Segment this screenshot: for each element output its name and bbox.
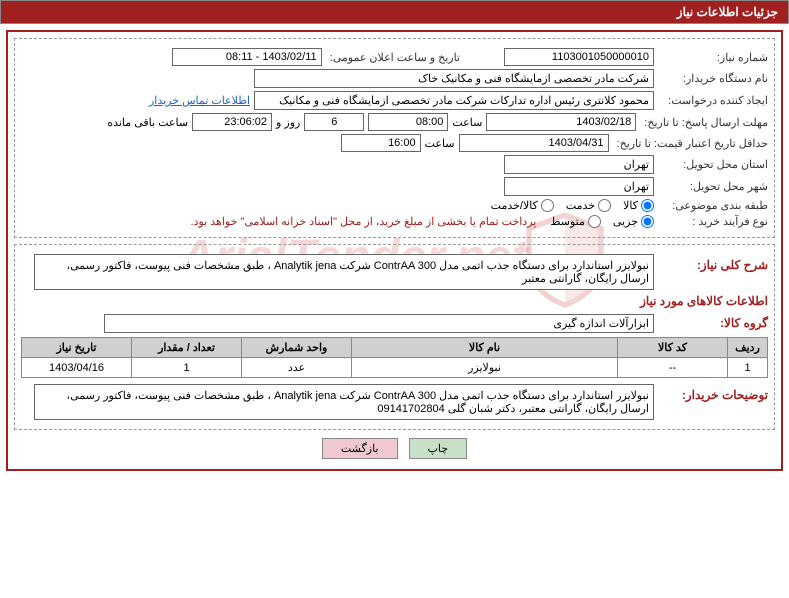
field-province: تهران [504,155,654,174]
category-radio-group: کالا خدمت کالا/خدمت [491,199,654,212]
label-requester: ایجاد کننده درخواست: [658,94,768,107]
label-general-desc: شرح کلی نیاز: [658,258,768,272]
radio-goods[interactable]: کالا [623,199,654,212]
cell-qty: 1 [132,358,242,378]
label-announce-dt: تاریخ و ساعت اعلان عمومی: [326,51,460,64]
process-radio-group: جزیی متوسط [550,215,654,228]
label-category: طبقه بندی موضوعی: [658,199,768,212]
label-buyer-notes: توضیحات خریدار: [658,388,768,402]
radio-minor[interactable]: جزیی [613,215,654,228]
field-buyer-notes: نبولایزر استاندارد برای دستگاه جذب اتمی … [34,384,654,420]
th-date: تاریخ نیاز [22,338,132,358]
button-row: چاپ بازگشت [14,438,775,459]
description-section: شرح کلی نیاز: نبولایزر استاندارد برای دس… [14,244,775,430]
contact-buyer-link[interactable]: اطلاعات تماس خریدار [149,94,250,107]
label-time-2: ساعت [425,137,455,150]
field-need-no: 1103001050000010 [504,48,654,66]
radio-both[interactable]: کالا/خدمت [491,199,554,212]
cell-unit: عدد [242,358,352,378]
back-button[interactable]: بازگشت [322,438,398,459]
page-header: جزئیات اطلاعات نیاز [0,0,789,24]
field-general-desc: نبولایزر استاندارد برای دستگاه جذب اتمی … [34,254,654,290]
radio-service[interactable]: خدمت [566,199,611,212]
field-validity-date: 1403/04/31 [459,134,609,152]
field-remain-days: 6 [304,113,364,131]
label-remaining: ساعت باقی مانده [107,116,188,129]
label-validity: حداقل تاریخ اعتبار قیمت: تا تاریخ: [613,137,768,150]
table-row: 1 -- نبولایزر عدد 1 1403/04/16 [22,358,768,378]
field-remain-time: 23:06:02 [192,113,272,131]
th-index: ردیف [728,338,768,358]
th-unit: واحد شمارش [242,338,352,358]
label-buyer-org: نام دستگاه خریدار: [658,72,768,85]
goods-info-title: اطلاعات کالاهای مورد نیاز [21,294,768,308]
label-days-and: روز و [276,116,300,129]
label-process: نوع فرآیند خرید : [658,215,768,228]
field-city: تهران [504,177,654,196]
cell-date: 1403/04/16 [22,358,132,378]
th-code: کد کالا [618,338,728,358]
field-announce-dt: 1403/02/11 - 08:11 [172,48,322,66]
label-time-1: ساعت [452,116,482,129]
th-name: نام کالا [352,338,618,358]
label-need-no: شماره نیاز: [658,51,768,64]
cell-code: -- [618,358,728,378]
goods-table: ردیف کد کالا نام کالا واحد شمارش تعداد /… [21,337,768,378]
label-province: استان محل تحویل: [658,158,768,171]
radio-medium[interactable]: متوسط [550,215,601,228]
th-qty: تعداد / مقدار [132,338,242,358]
cell-name: نبولایزر [352,358,618,378]
payment-note: پرداخت تمام یا بخشی از مبلغ خرید، از محل… [191,215,537,228]
page-title: جزئیات اطلاعات نیاز [677,5,778,19]
cell-index: 1 [728,358,768,378]
field-validity-time: 16:00 [341,134,421,152]
field-goods-group: ابزارآلات اندازه گیری [104,314,654,333]
details-section: شماره نیاز: 1103001050000010 تاریخ و ساع… [14,38,775,238]
label-city: شهر محل تحویل: [658,180,768,193]
field-requester: محمود کلانتری رئیس اداره تدارکات شرکت ما… [254,91,654,110]
field-deadline-date: 1403/02/18 [486,113,636,131]
label-goods-group: گروه کالا: [658,316,768,330]
field-deadline-time: 08:00 [368,113,448,131]
print-button[interactable]: چاپ [409,438,468,459]
field-buyer-org: شرکت مادر تخصصی ازمایشگاه فنی و مکانیک خ… [254,69,654,88]
label-deadline: مهلت ارسال پاسخ: تا تاریخ: [640,116,768,129]
table-header-row: ردیف کد کالا نام کالا واحد شمارش تعداد /… [22,338,768,358]
main-frame: ArialTender.net شماره نیاز: 110300105000… [6,30,783,471]
